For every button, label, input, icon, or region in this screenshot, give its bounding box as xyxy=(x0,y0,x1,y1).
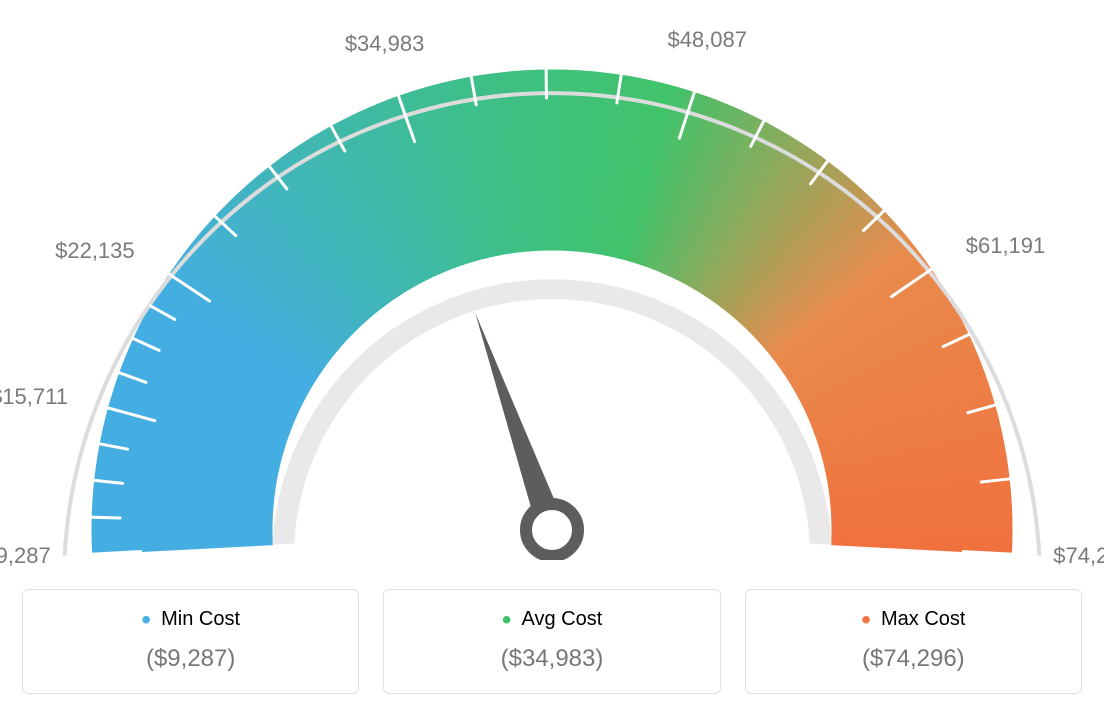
gauge-tick-label: $22,135 xyxy=(55,238,135,264)
gauge-tick-label: $61,191 xyxy=(966,233,1046,259)
legend-value-min: ($9,287) xyxy=(35,645,346,673)
legend-title-avg: Avg Cost xyxy=(396,608,707,631)
legend-card-max: Max Cost ($74,296) xyxy=(745,589,1082,694)
gauge-tick-label: $9,287 xyxy=(0,543,51,569)
gauge-tick-label: $48,087 xyxy=(667,27,747,53)
legend-value-avg: ($34,983) xyxy=(396,645,707,673)
legend-card-avg: Avg Cost ($34,983) xyxy=(383,589,720,694)
legend-row: Min Cost ($9,287) Avg Cost ($34,983) Max… xyxy=(22,589,1082,694)
gauge-tick-label: $34,983 xyxy=(345,31,425,57)
legend-value-max: ($74,296) xyxy=(758,645,1069,673)
legend-title-max: Max Cost xyxy=(758,608,1069,631)
legend-title-min: Min Cost xyxy=(35,608,346,631)
gauge-tick-label: $15,711 xyxy=(0,384,68,410)
gauge-chart: $9,287$15,711$22,135$34,983$48,087$61,19… xyxy=(22,20,1082,565)
legend-card-min: Min Cost ($9,287) xyxy=(22,589,359,694)
gauge-svg xyxy=(22,20,1082,560)
gauge-tick-label: $74,296 xyxy=(1053,543,1104,569)
